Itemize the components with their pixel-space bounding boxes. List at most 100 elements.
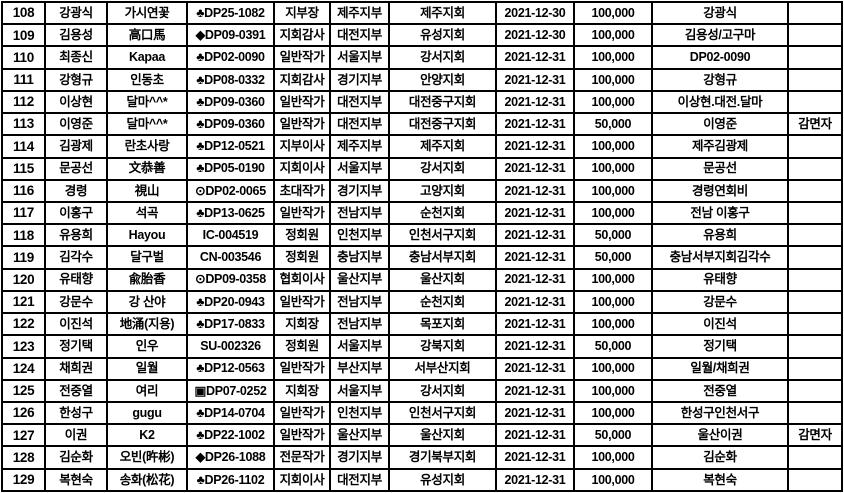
cell-depositor-name: 전남 이홍구: [651, 200, 789, 226]
cell-depositor-name: 한성구인천서구: [651, 400, 789, 426]
cell-note: [787, 89, 843, 115]
cell-member-name: 이홍구: [44, 200, 108, 226]
cell-amount: 100,000: [573, 67, 653, 92]
cell-position: 일반작가: [273, 45, 331, 70]
cell-chapter: 안양지회: [388, 67, 497, 92]
cell-amount: 50,000: [573, 112, 653, 137]
cell-note: [787, 312, 843, 337]
cell-member-name: 김광제: [44, 134, 108, 159]
cell-row-number: 122: [1, 312, 46, 337]
cell-depositor-name: 충남서부지회김각수: [651, 245, 789, 270]
table-row: 116 경령 視山 ⊙DP02-0065 초대작가 경기지부 고양지회 2021…: [1, 178, 843, 203]
cell-note: [787, 378, 843, 403]
cell-branch: 경기지부: [329, 178, 390, 203]
cell-member-code: CN-003546: [186, 245, 275, 270]
cell-member-name: 강문수: [44, 289, 108, 315]
cell-payment-date: 2021-12-31: [495, 445, 575, 470]
cell-chapter: 목포지회: [388, 312, 497, 337]
table-row: 117 이홍구 석곡 ♣DP13-0625 일반작가 전남지부 순천지회 202…: [1, 200, 843, 226]
cell-payment-date: 2021-12-31: [495, 156, 575, 181]
cell-row-number: 116: [1, 178, 46, 203]
cell-chapter: 고양지회: [388, 178, 497, 203]
cell-member-code: ♣DP20-0943: [186, 289, 275, 315]
cell-member-code: IC-004519: [186, 223, 275, 248]
cell-amount: 100,000: [573, 400, 653, 426]
cell-depositor-name: 강형규: [651, 67, 789, 92]
cell-payment-date: 2021-12-31: [495, 423, 575, 448]
cell-position: 협회이사: [273, 267, 331, 292]
cell-chapter: 강북지회: [388, 334, 497, 359]
cell-payment-date: 2021-12-31: [495, 289, 575, 315]
cell-member-code: ▣DP07-0252: [186, 378, 275, 403]
table-row: 109 김용성 高口馬 ◆DP09-0391 지회감사 대전지부 유성지회 20…: [1, 23, 843, 48]
cell-member-name: 한성구: [44, 400, 108, 426]
cell-note: [787, 245, 843, 270]
cell-member-code: ♣DP13-0625: [186, 200, 275, 226]
cell-amount: 100,000: [573, 178, 653, 203]
cell-member-code: ⊙DP02-0065: [186, 178, 275, 203]
cell-note: [787, 200, 843, 226]
cell-depositor-name: 유용희: [651, 223, 789, 248]
table-row: 127 이권 K2 ♣DP22-1002 일반작가 울산지부 울산지회 2021…: [1, 423, 843, 448]
cell-member-name: 이진석: [44, 312, 108, 337]
cell-amount: 100,000: [573, 134, 653, 159]
cell-member-name: 김각수: [44, 245, 108, 270]
cell-pen-name: 文恭善: [106, 156, 188, 181]
cell-pen-name: 兪胎香: [106, 267, 188, 292]
cell-amount: 100,000: [573, 378, 653, 403]
cell-pen-name: 가시연꽃: [106, 0, 188, 26]
cell-depositor-name: 복현숙: [651, 467, 789, 493]
cell-depositor-name: 문공선: [651, 156, 789, 181]
cell-amount: 100,000: [573, 45, 653, 70]
cell-depositor-name: 이상현.대전.달마: [651, 89, 789, 115]
cell-pen-name: Hayou: [106, 223, 188, 248]
cell-pen-name: K2: [106, 423, 188, 448]
cell-member-name: 유용희: [44, 223, 108, 248]
cell-amount: 100,000: [573, 89, 653, 115]
cell-payment-date: 2021-12-31: [495, 467, 575, 493]
cell-member-name: 이권: [44, 423, 108, 448]
cell-chapter: 대전중구지회: [388, 112, 497, 137]
cell-payment-date: 2021-12-31: [495, 134, 575, 159]
cell-pen-name: 달마^^*: [106, 89, 188, 115]
cell-member-code: ♣DP09-0360: [186, 112, 275, 137]
cell-pen-name: 달구벌: [106, 245, 188, 270]
cell-member-name: 문공선: [44, 156, 108, 181]
cell-payment-date: 2021-12-31: [495, 267, 575, 292]
cell-note: [787, 134, 843, 159]
cell-note: [787, 67, 843, 92]
cell-position: 일반작가: [273, 423, 331, 448]
cell-pen-name: 송화(松花): [106, 467, 188, 493]
cell-note: [787, 400, 843, 426]
cell-chapter: 경기북부지회: [388, 445, 497, 470]
cell-depositor-name: 제주김광제: [651, 134, 789, 159]
cell-note: [787, 289, 843, 315]
cell-row-number: 127: [1, 423, 46, 448]
cell-branch: 부산지부: [329, 356, 390, 381]
cell-pen-name: 地涌(지용): [106, 312, 188, 337]
table-row: 124 채희권 일월 ♣DP12-0563 일반작가 부산지부 서부산지회 20…: [1, 356, 843, 381]
cell-row-number: 121: [1, 289, 46, 315]
cell-note: 감면자: [787, 423, 843, 448]
cell-pen-name: 일월: [106, 356, 188, 381]
cell-position: 지회감사: [273, 23, 331, 48]
cell-row-number: 125: [1, 378, 46, 403]
cell-depositor-name: 전중열: [651, 378, 789, 403]
cell-payment-date: 2021-12-31: [495, 400, 575, 426]
cell-row-number: 114: [1, 134, 46, 159]
cell-position: 일반작가: [273, 289, 331, 315]
cell-row-number: 110: [1, 45, 46, 70]
cell-member-name: 이영준: [44, 112, 108, 137]
cell-payment-date: 2021-12-31: [495, 378, 575, 403]
cell-note: [787, 356, 843, 381]
cell-member-name: 복현숙: [44, 467, 108, 493]
cell-branch: 울산지부: [329, 267, 390, 292]
cell-branch: 인천지부: [329, 400, 390, 426]
cell-chapter: 제주지회: [388, 134, 497, 159]
cell-pen-name: Kapaa: [106, 45, 188, 70]
cell-amount: 100,000: [573, 356, 653, 381]
cell-member-code: ♣DP12-0563: [186, 356, 275, 381]
cell-branch: 서울지부: [329, 378, 390, 403]
cell-position: 일반작가: [273, 112, 331, 137]
